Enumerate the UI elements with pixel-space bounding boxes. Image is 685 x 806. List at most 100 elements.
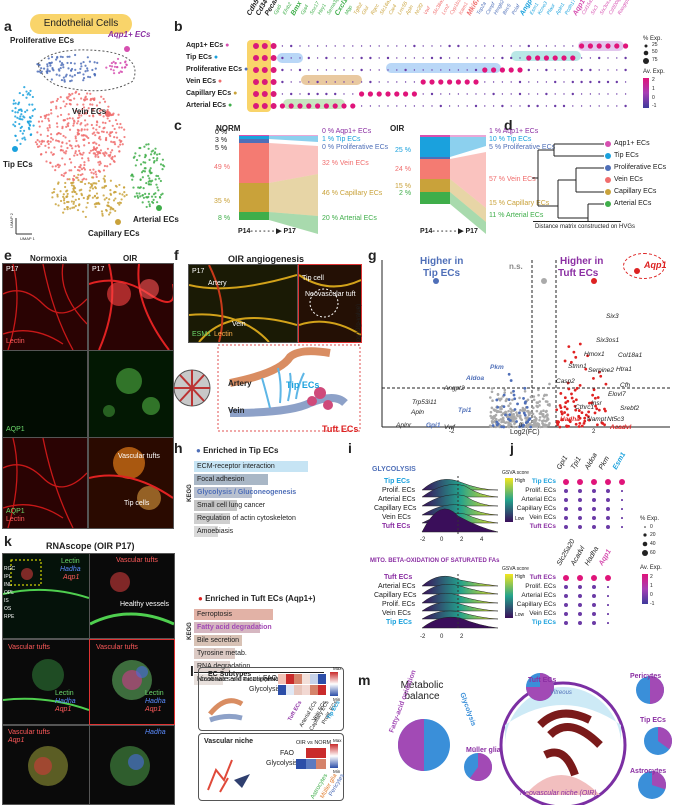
volcano-point xyxy=(593,411,597,415)
b-dot xyxy=(466,45,468,47)
umap-point xyxy=(101,121,105,124)
c-oir-label-4: 15 % Capillary ECs xyxy=(489,200,550,207)
umap-point xyxy=(85,112,88,115)
b-dot xyxy=(404,105,407,107)
volcano-point xyxy=(523,390,527,393)
umap-point xyxy=(62,76,65,79)
b-dot xyxy=(352,45,354,47)
umap-point xyxy=(82,98,86,101)
umap-point xyxy=(38,70,41,73)
umap-point xyxy=(147,143,150,146)
c-oir-title: OIR xyxy=(390,124,405,133)
b-dot xyxy=(605,43,611,49)
umap-point xyxy=(116,201,120,205)
j-legend-pct-1: 20 xyxy=(650,532,656,538)
umap-point xyxy=(25,96,28,99)
kegg-bar xyxy=(194,648,235,659)
b-row-0: Aqp1+ ECs ● xyxy=(186,42,230,49)
b-dot xyxy=(598,105,600,107)
b-dot xyxy=(466,57,468,59)
c-norm-pct-1: 3 % xyxy=(215,137,228,144)
k-tufts-4: Vascular tufts xyxy=(96,644,138,651)
umap-point xyxy=(89,149,93,152)
b-dot xyxy=(299,81,301,83)
panel-label-i: i xyxy=(348,440,352,456)
g-gene-stmn1: Stmn1 xyxy=(568,363,587,370)
b-dot xyxy=(413,57,416,59)
umap-point xyxy=(132,186,135,189)
volcano-point xyxy=(525,405,529,409)
b-dot xyxy=(466,93,468,95)
umap-point xyxy=(63,185,67,189)
umap-point xyxy=(115,66,119,69)
kegg-bar xyxy=(194,609,274,620)
j-dot xyxy=(577,593,583,599)
volcano-point xyxy=(512,389,515,393)
b-dot xyxy=(448,44,451,48)
umap-point xyxy=(156,157,159,160)
aqp1-dot xyxy=(124,46,130,52)
b-dot xyxy=(270,103,277,109)
umap-point xyxy=(88,189,91,192)
umap-point xyxy=(36,131,39,134)
volcano-point xyxy=(591,393,595,397)
volcano-point xyxy=(595,407,599,411)
f-label-tuft: Neovascular tuft xyxy=(305,291,356,298)
umap-point xyxy=(51,196,54,199)
k-aqp1-5: Aqp1 xyxy=(8,737,25,744)
panel-label-j: j xyxy=(510,440,514,456)
umap-point xyxy=(111,158,114,161)
umap-point xyxy=(123,195,126,198)
umap-point xyxy=(16,116,19,119)
b-dotplot xyxy=(253,41,629,109)
umap-point xyxy=(91,176,94,179)
umap-point xyxy=(74,204,77,208)
e-ann-tipcells: Tip cells xyxy=(124,500,150,507)
b-dot xyxy=(378,81,380,83)
volcano-point xyxy=(538,400,542,403)
umap-point xyxy=(77,144,80,147)
g-gene-col18a1: Col18a1 xyxy=(618,352,643,359)
b-dot xyxy=(552,55,558,61)
umap-point xyxy=(72,122,75,125)
umap-point xyxy=(104,208,108,212)
umap-point xyxy=(73,74,76,77)
umap-point xyxy=(49,140,52,143)
umap-point xyxy=(86,201,89,205)
j-dot xyxy=(607,613,609,615)
umap-point xyxy=(118,139,121,142)
umap-point xyxy=(61,157,64,160)
umap-point xyxy=(93,131,96,134)
umap-point xyxy=(64,136,67,139)
k-hadha-3: Hadha xyxy=(55,698,76,705)
j-dot xyxy=(577,479,583,485)
umap-point xyxy=(124,61,127,64)
m-niche: Neovascular niche (OIR) xyxy=(520,790,597,797)
panel-label-m: m xyxy=(358,672,371,688)
umap-point xyxy=(110,65,114,68)
volcano-point xyxy=(513,408,517,411)
j-dot xyxy=(577,620,583,626)
volcano-point xyxy=(573,388,577,392)
umap-point xyxy=(65,195,68,199)
b-dot xyxy=(580,57,583,59)
m-cell-1: Pericytes xyxy=(630,673,662,680)
umap-point xyxy=(57,163,60,166)
j-dot xyxy=(591,497,597,503)
umap-point xyxy=(28,124,32,127)
umap-point xyxy=(36,70,39,73)
volcano-point xyxy=(494,425,498,429)
b-dot xyxy=(429,79,435,85)
volcano-point xyxy=(541,397,545,401)
umap-point xyxy=(109,211,112,214)
e-row-lectin-merge: Lectin xyxy=(6,516,25,523)
umap-label-prolif: Proliferative ECs xyxy=(10,36,75,45)
l-max2: Max xyxy=(333,738,342,743)
umap-point xyxy=(65,150,68,153)
volcano-point xyxy=(563,359,567,363)
b-dot xyxy=(316,92,319,96)
c-oir-pct-2: 15 % xyxy=(395,183,411,190)
umap-point xyxy=(159,196,162,199)
umap-point xyxy=(78,111,81,115)
volcano-point xyxy=(547,423,551,427)
